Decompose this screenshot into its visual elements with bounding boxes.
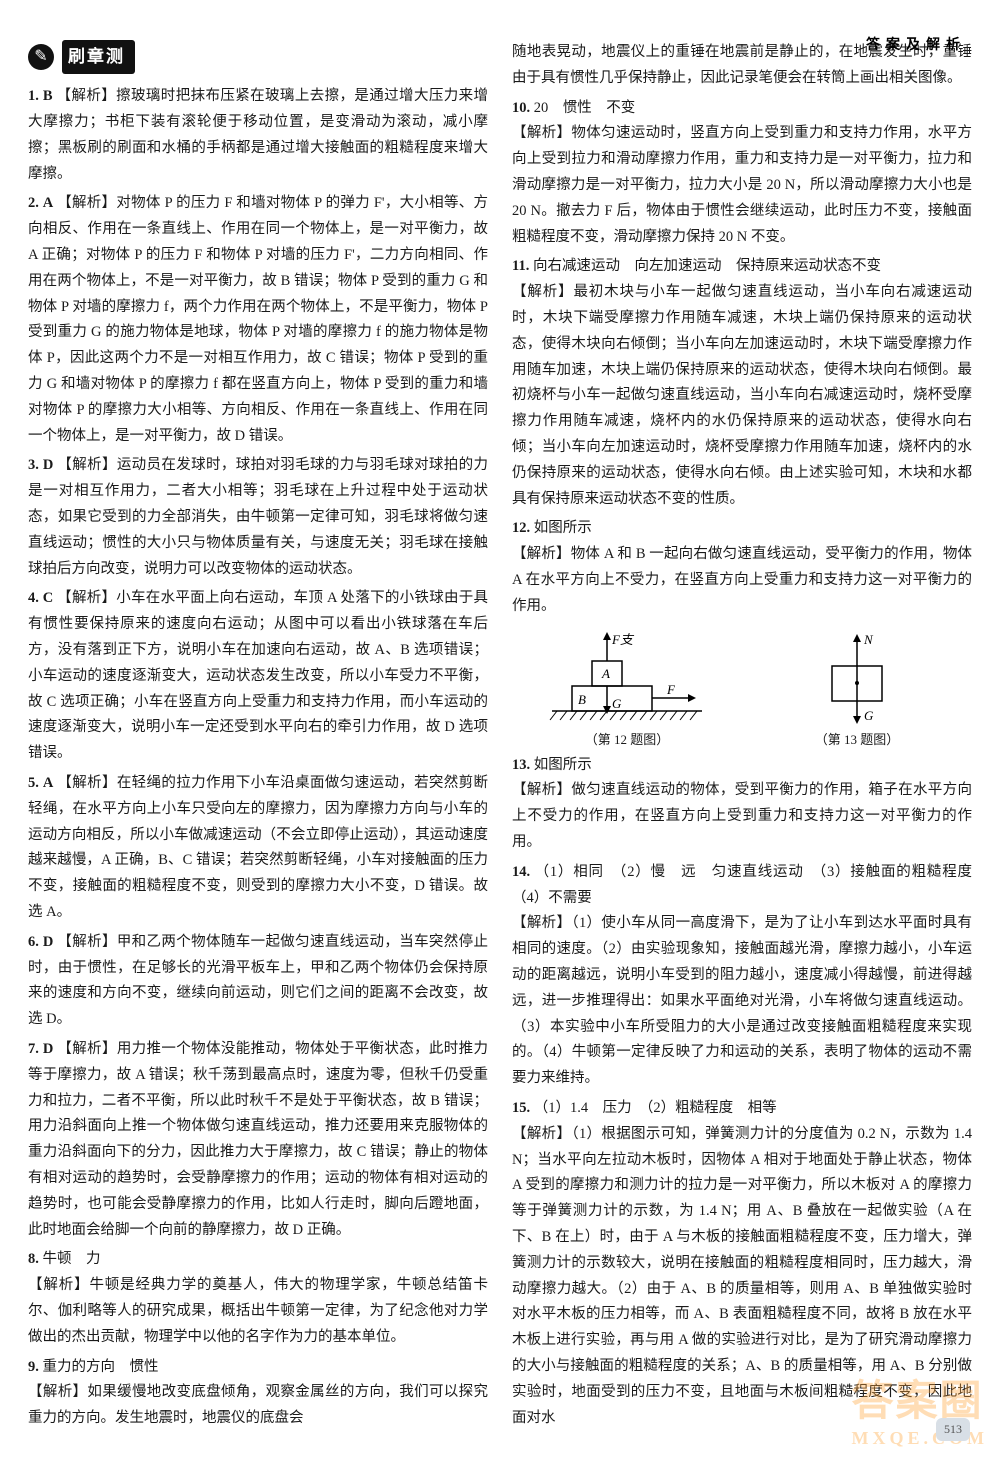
page-number: 513 — [936, 1418, 970, 1441]
item-body: 【解析】牛顿是经典力学的奠基人，伟大的物理学家，牛顿总结笛卡尔、伽利略等人的研究… — [28, 1277, 488, 1345]
item-7: 7. D 【解析】用力推一个物体没能推动，物体处于平衡状态，此时推力等于摩擦力，… — [28, 1037, 488, 1243]
item-body: 在轻绳的拉力作用下小车沿桌面做匀速运动，若突然剪断轻绳，在水平方向上小车只受向左… — [28, 775, 488, 920]
page-body: ✎ 刷章测 1. B 【解析】擦玻璃时把抹布压紧在玻璃上去擦，是通过增大压力来增… — [0, 0, 1000, 1466]
diagram-caption: （第 13 题图） — [757, 728, 957, 751]
item-answer: C — [43, 590, 53, 606]
item-answer: 向右减速运动 向左加速运动 保持原来运动状态不变 — [533, 258, 881, 274]
label-N: N — [863, 632, 874, 647]
item-4: 4. C 【解析】小车在水平面上向右运动，车顶 A 处落下的小铁球由于具有惯性要… — [28, 586, 488, 767]
item-12: 12. 如图所示 【解析】物体 A 和 B 一起向右做匀速直线运动，受平衡力的作… — [512, 516, 972, 619]
item-14: 14. （1）相同 （2）慢 远 匀速直线运动 （3）接触面的粗糙程度 （4）不… — [512, 860, 972, 1092]
item-body: 小车在水平面上向右运动，车顶 A 处落下的小铁球由于具有惯性要保持原来的速度向右… — [28, 590, 488, 761]
item-body: 【解析】（1）使小车从同一高度滑下，是为了让小车到达水平面时具有相同的速度。（2… — [512, 915, 972, 1086]
left-column: ✎ 刷章测 1. B 【解析】擦玻璃时把抹布压紧在玻璃上去擦，是通过增大压力来增… — [28, 40, 488, 1436]
item-number: 9. — [28, 1359, 39, 1375]
item-body: 【解析】最初木块与小车一起做匀速直线运动，当小车向右减速运动时，木块下端受摩擦力… — [512, 284, 972, 506]
label-Fz: F支 — [611, 632, 635, 647]
analysis-label: 【解析】 — [57, 590, 116, 606]
diagram-row: A B G F F支 （第 12 题图） N G — [512, 626, 972, 751]
item-body: 运动员在发球时，球拍对羽毛球的力与羽毛球对球拍的力是一对相互作用力，二者大小相等… — [28, 457, 488, 576]
item-answer: 重力的方向 惯性 — [43, 1359, 159, 1375]
item-13: 13. 如图所示 【解析】做匀速直线运动的物体，受到平衡力的作用，箱子在水平方向… — [512, 753, 972, 856]
item-body: 对物体 P 的压力 F 和墙对物体 P 的弹力 F'，大小相等、方向相反、作用在… — [28, 195, 488, 443]
item-answer: 牛顿 力 — [43, 1251, 101, 1267]
item-10: 10. 20 惯性 不变 【解析】物体匀速运动时，竖直方向上受到重力和支持力作用… — [512, 96, 972, 251]
right-column: 随地表晃动，地震仪上的重锤在地震前是静止的，在地震发生时，重锤由于具有惯性几乎保… — [512, 40, 972, 1436]
analysis-label: 【解析】 — [57, 775, 116, 791]
item-number: 7. — [28, 1041, 39, 1057]
item-3: 3. D 【解析】运动员在发球时，球拍对羽毛球的力与羽毛球对球拍的力是一对相互作… — [28, 453, 488, 582]
analysis-label: 【解析】 — [57, 195, 116, 211]
analysis-label: 【解析】 — [57, 934, 116, 950]
item-number: 2. — [28, 195, 39, 211]
item-answer: 如图所示 — [534, 757, 592, 773]
item-body: 【解析】如果缓慢地改变底盘倾角，观察金属丝的方向，我们可以探究重力的方向。发生地… — [28, 1384, 488, 1426]
analysis-label: 【解析】 — [57, 1041, 116, 1057]
item-answer: A — [43, 195, 53, 211]
item-15: 15. （1）1.4 压力 （2）粗糙程度 相等 【解析】（1）根据图示可知，弹… — [512, 1096, 972, 1431]
diagram-13: N G （第 13 题图） — [757, 626, 957, 751]
item-body: 用力推一个物体没能推动，物体处于平衡状态，此时推力等于摩擦力，故 A 错误；秋千… — [28, 1041, 488, 1238]
item-answer: B — [43, 88, 53, 104]
label-F: F — [666, 682, 676, 697]
item-8: 8. 牛顿 力 【解析】牛顿是经典力学的奠基人，伟大的物理学家，牛顿总结笛卡尔、… — [28, 1247, 488, 1350]
item-number: 12. — [512, 520, 530, 536]
item-body: 【解析】（1）根据图示可知，弹簧测力计的分度值为 0.2 N，示数为 1.4 N… — [512, 1126, 972, 1426]
item-answer: 如图所示 — [534, 520, 592, 536]
label-G: G — [612, 696, 622, 711]
label-G: G — [864, 708, 874, 723]
item-5: 5. A 【解析】在轻绳的拉力作用下小车沿桌面做匀速运动，若突然剪断轻绳，在水平… — [28, 771, 488, 926]
item-number: 15. — [512, 1100, 530, 1116]
item-number: 3. — [28, 457, 39, 473]
item-answer: D — [43, 457, 53, 473]
item-number: 10. — [512, 100, 530, 116]
label-B: B — [578, 692, 586, 707]
item-answer: （1）相同 （2）慢 远 匀速直线运动 （3）接触面的粗糙程度 （4）不需要 — [512, 864, 987, 906]
item-number: 14. — [512, 864, 530, 880]
item-number: 13. — [512, 757, 530, 773]
item-9: 9. 重力的方向 惯性 【解析】如果缓慢地改变底盘倾角，观察金属丝的方向，我们可… — [28, 1355, 488, 1432]
diagram-caption: （第 12 题图） — [527, 728, 727, 751]
item-number: 4. — [28, 590, 39, 606]
item-number: 11. — [512, 258, 529, 274]
item-11: 11. 向右减速运动 向左加速运动 保持原来运动状态不变 【解析】最初木块与小车… — [512, 254, 972, 512]
item-number: 1. — [28, 88, 39, 104]
diagram-12: A B G F F支 （第 12 题图） — [527, 626, 727, 751]
item-body: 【解析】物体匀速运动时，竖直方向上受到重力和支持力作用，水平方向上受到拉力和滑动… — [512, 125, 972, 244]
item-answer: A — [43, 775, 53, 791]
pen-icon: ✎ — [28, 44, 54, 70]
item-number: 6. — [28, 934, 39, 950]
analysis-label: 【解析】 — [57, 88, 117, 104]
item-number: 8. — [28, 1251, 39, 1267]
item-answer: D — [43, 1041, 53, 1057]
page-corner-label: 答案及解析 — [866, 34, 966, 54]
item-1: 1. B 【解析】擦玻璃时把抹布压紧在玻璃上去擦，是通过增大压力来增大摩擦力；书… — [28, 84, 488, 187]
item-number: 5. — [28, 775, 39, 791]
item-answer: 20 惯性 不变 — [534, 100, 636, 116]
label-A: A — [601, 666, 610, 681]
item-body: 【解析】做匀速直线运动的物体，受到平衡力的作用，箱子在水平方向上不受力的作用，在… — [512, 782, 972, 850]
item-6: 6. D 【解析】甲和乙两个物体随车一起做匀速直线运动，当车突然停止时，由于惯性… — [28, 930, 488, 1033]
item-answer: （1）1.4 压力 （2）粗糙程度 相等 — [534, 1100, 777, 1116]
item-body: 【解析】物体 A 和 B 一起向右做匀速直线运动，受平衡力的作用，物体 A 在水… — [512, 546, 972, 614]
section-header: ✎ 刷章测 — [28, 40, 488, 74]
section-badge: 刷章测 — [62, 40, 135, 74]
item-answer: D — [43, 934, 53, 950]
item-2: 2. A 【解析】对物体 P 的压力 F 和墙对物体 P 的弹力 F'，大小相等… — [28, 191, 488, 449]
analysis-label: 【解析】 — [57, 457, 116, 473]
